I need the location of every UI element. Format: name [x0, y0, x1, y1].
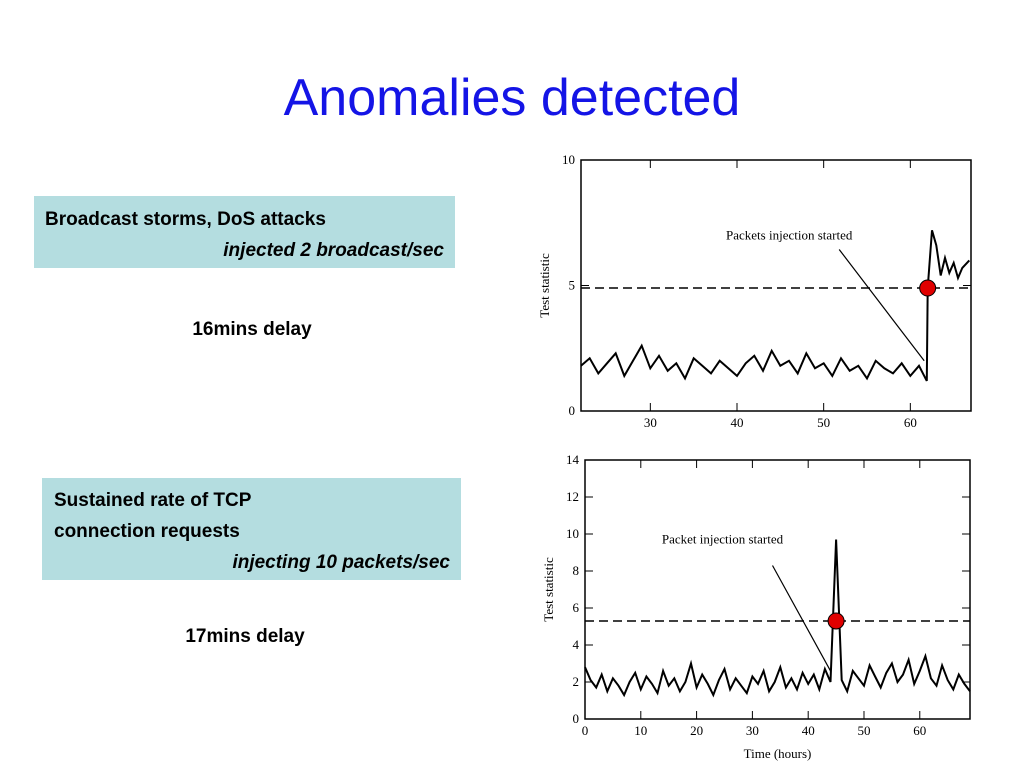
alarm-marker: [919, 279, 937, 297]
box-line: Sustained rate of TCP: [54, 490, 252, 511]
x-tick-label: 50: [817, 415, 830, 430]
x-tick-label: 0: [582, 723, 589, 738]
delay: 16mins delay: [192, 319, 312, 340]
y-tick-label: 10: [562, 152, 575, 167]
y-axis-label: Test statistic: [541, 557, 556, 622]
data-line: [584, 539, 971, 698]
y-tick-label: 14: [566, 452, 580, 467]
box-line: connection requests: [54, 521, 240, 542]
x-tick-label: 40: [802, 723, 815, 738]
x-tick-label: 30: [644, 415, 657, 430]
y-tick-label: 8: [573, 563, 580, 578]
x-tick-label: 10: [634, 723, 647, 738]
y-tick-label: 0: [569, 403, 576, 418]
box-line: Broadcast storms, DoS attacks: [45, 209, 326, 230]
y-tick-label: 10: [566, 526, 579, 541]
data-line: [580, 230, 971, 382]
info-box: [34, 196, 455, 268]
x-tick-label: 60: [904, 415, 917, 430]
info-box: [42, 478, 461, 580]
y-tick-label: 4: [573, 637, 580, 652]
x-tick-label: 40: [731, 415, 744, 430]
x-tick-label: 20: [690, 723, 703, 738]
y-tick-label: 2: [573, 674, 580, 689]
y-axis-label: Test statistic: [537, 253, 552, 318]
box-detail: injected 2 broadcast/sec: [223, 240, 444, 261]
x-axis-label: Time (hours): [744, 746, 812, 761]
y-tick-label: 6: [573, 600, 580, 615]
x-tick-label: 60: [913, 723, 926, 738]
x-tick-label: 50: [857, 723, 870, 738]
alarm-marker: [827, 612, 845, 630]
y-tick-label: 0: [573, 711, 580, 726]
y-tick-label: 5: [569, 278, 576, 293]
x-tick-label: 30: [746, 723, 759, 738]
annotation: Packets injection started: [726, 228, 853, 243]
plot-frame: [584, 459, 971, 720]
box-detail: injecting 10 packets/sec: [232, 552, 450, 573]
y-tick-label: 12: [566, 489, 579, 504]
annotation-arrow: [771, 565, 832, 672]
slide-title: Anomalies detected: [284, 69, 741, 127]
delay: 17mins delay: [185, 626, 305, 647]
annotation-arrow: [838, 249, 925, 362]
annotation: Packet injection started: [662, 532, 784, 547]
